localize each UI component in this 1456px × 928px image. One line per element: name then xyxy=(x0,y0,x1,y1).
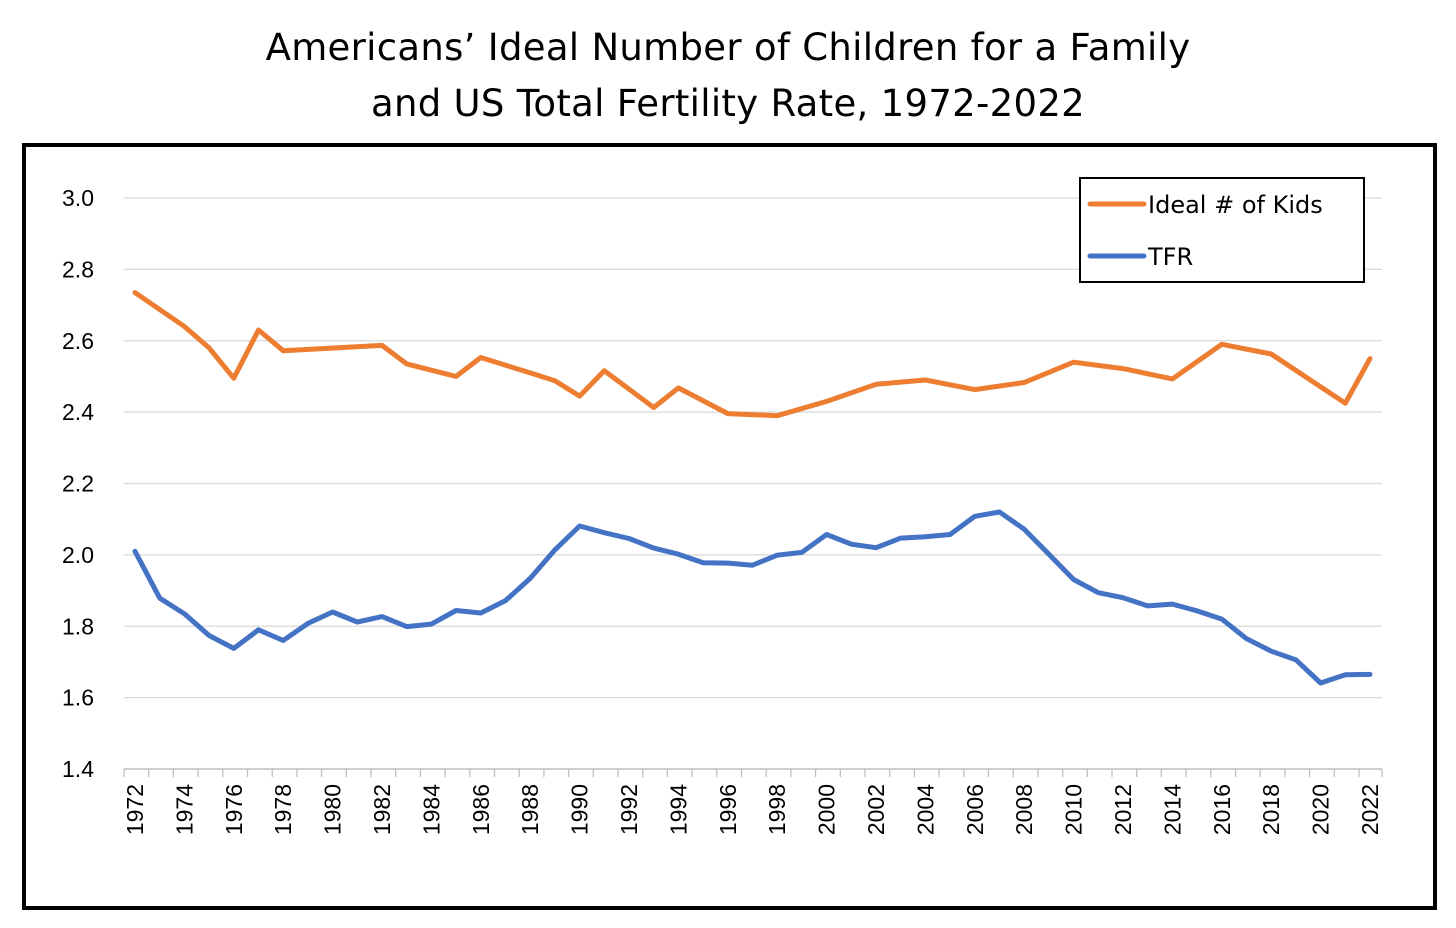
x-tick-label: 1980 xyxy=(320,784,346,835)
x-tick-label: 1982 xyxy=(369,784,395,835)
y-tick-label: 2.8 xyxy=(62,256,94,282)
x-tick-label: 2022 xyxy=(1357,784,1383,835)
series-line-ideal-kids xyxy=(132,290,1373,419)
x-tick-label: 1978 xyxy=(270,784,296,835)
chart-title-line-1: Americans’ Ideal Number of Children for … xyxy=(265,26,1191,69)
legend-box xyxy=(1079,177,1365,283)
y-tick-label: 2.0 xyxy=(62,542,94,568)
x-tick-label: 2000 xyxy=(814,784,840,835)
x-tick-label: 2010 xyxy=(1061,784,1087,835)
x-tick-label: 1996 xyxy=(715,784,741,835)
y-tick-label: 1.6 xyxy=(62,685,94,711)
x-tick-label: 2002 xyxy=(863,784,889,835)
y-tick-label: 1.8 xyxy=(62,613,94,639)
x-tick-label: 2006 xyxy=(962,784,988,835)
y-tick-label: 3.0 xyxy=(62,185,94,211)
x-tick-label: 1994 xyxy=(665,784,691,835)
x-tick-label: 1972 xyxy=(122,784,148,835)
x-tick-label: 1992 xyxy=(616,784,642,835)
x-axis xyxy=(123,768,1383,777)
x-tick-label: 1976 xyxy=(221,784,247,835)
series-lines xyxy=(132,290,1373,686)
x-tick-label: 2014 xyxy=(1159,784,1185,835)
x-tick-label: 1974 xyxy=(171,784,197,835)
x-tick-label: 2012 xyxy=(1110,784,1136,835)
chart-title-line-2: and US Total Fertility Rate, 1972-2022 xyxy=(370,82,1086,125)
x-tick-label: 1984 xyxy=(418,784,444,835)
y-tick-label: 2.2 xyxy=(62,471,94,497)
legend-label-tfr: TFR xyxy=(1147,243,1193,271)
legend-label-ideal-kids: Ideal # of Kids xyxy=(1148,191,1323,219)
x-tick-label: 2008 xyxy=(1011,784,1037,835)
y-tick-label: 1.4 xyxy=(62,756,94,782)
x-axis-tick-labels: 1972 1974 1976 1978 1980 1982 1984 1986 1988 1990… xyxy=(122,784,1383,835)
y-axis-tick-labels: 1.4 1.6 1.8 2.0 2.2 2.4 2.6 2.8 3.0 xyxy=(62,185,94,782)
x-tick-label: 2004 xyxy=(912,784,938,835)
x-tick-label: 2018 xyxy=(1258,784,1284,835)
series-line-tfr xyxy=(132,509,1373,686)
x-tick-label: 1998 xyxy=(764,784,790,835)
x-tick-label: 2020 xyxy=(1308,784,1334,835)
y-tick-label: 2.4 xyxy=(62,399,94,425)
x-tick-label: 2016 xyxy=(1209,784,1235,835)
x-tick-label: 1990 xyxy=(567,784,593,835)
legend: Ideal # of Kids TFR xyxy=(1079,177,1365,283)
y-tick-label: 2.6 xyxy=(62,328,94,354)
x-tick-label: 1986 xyxy=(468,784,494,835)
x-tick-label: 1988 xyxy=(517,784,543,835)
